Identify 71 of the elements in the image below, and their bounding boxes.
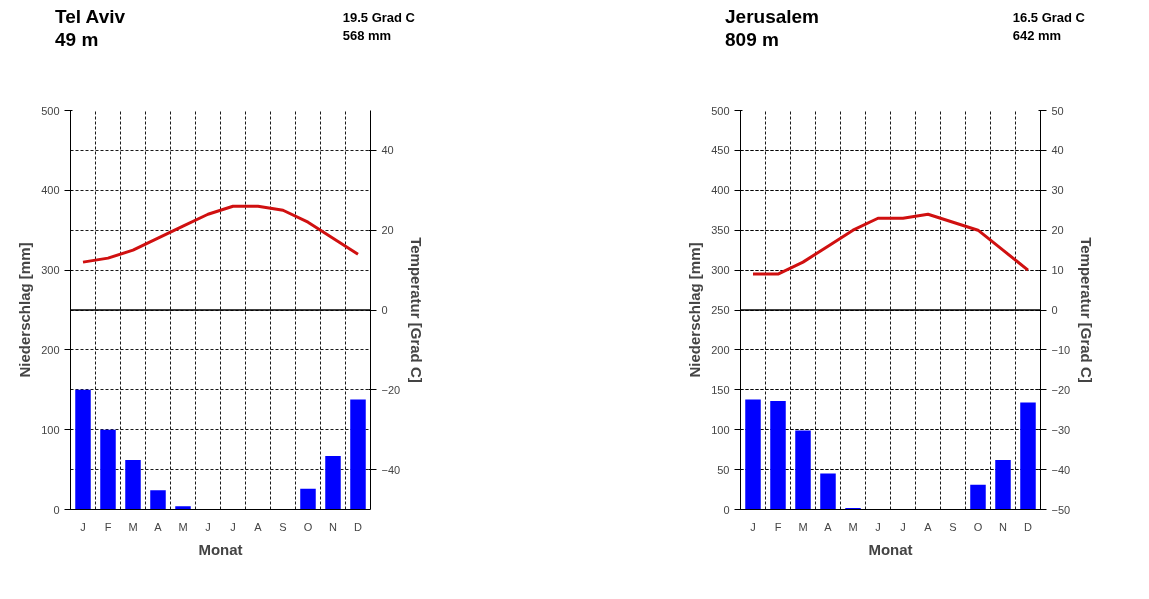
text: 568 mm [342, 28, 392, 43]
x-tick-label: A [824, 520, 833, 533]
x-tick-label: M [178, 520, 188, 533]
y2-tick-label: 0 [1051, 304, 1058, 316]
y2-tick-label: 20 [381, 224, 394, 237]
x-tick-label: D [354, 520, 363, 533]
text: 19.5 Grad C [342, 10, 415, 25]
x-tick-label: J [80, 520, 86, 533]
x-tick-label: F [104, 520, 112, 533]
x-tick-label: M [798, 520, 808, 533]
y-tick-label: 500 [41, 104, 60, 117]
y2-tick-label: 40 [381, 144, 394, 157]
x-tick-label: A [254, 520, 263, 533]
x-tick-label: A [154, 520, 163, 533]
x-tick-label: O [973, 520, 983, 533]
x-tick-label: J [900, 520, 906, 533]
y-tick-label: 500 [711, 104, 730, 117]
y-tick-label: 450 [711, 144, 730, 157]
y-tick-label: 200 [711, 343, 730, 356]
x-tick-label: N [329, 520, 338, 533]
text: 16.5 Grad C [1012, 10, 1085, 25]
x-tick-label: J [205, 520, 211, 533]
x-tick-label: M [128, 520, 138, 533]
x-axis-title: Monat [868, 540, 913, 558]
x-tick-label: J [875, 520, 881, 533]
chart-subtitle: 809 m [725, 29, 779, 50]
y2-tick-label: −20 [1051, 383, 1071, 396]
y-tick-label: 350 [711, 224, 730, 237]
y-tick-label: 100 [41, 423, 60, 436]
y-tick-label: 400 [711, 184, 730, 197]
y2-tick-label: −50 [1051, 503, 1071, 516]
x-tick-label: J [230, 520, 236, 533]
x-tick-label: N [999, 520, 1008, 533]
x-tick-label: S [949, 520, 957, 533]
y-tick-label: 100 [711, 423, 730, 436]
chart-title: Tel Aviv [55, 6, 126, 27]
y2-tick-label: −10 [1051, 343, 1071, 356]
y-tick-label: 0 [723, 503, 730, 516]
x-tick-label: S [279, 520, 287, 533]
y-tick-label: 300 [711, 264, 730, 277]
x-tick-label: M [848, 520, 858, 533]
y-tick-label: 0 [53, 503, 60, 516]
y-tick-label: 400 [41, 184, 60, 197]
y2-tick-label: −40 [381, 463, 401, 476]
y2-tick-label: 40 [1051, 144, 1064, 157]
y-tick-label: 250 [711, 304, 730, 316]
x-tick-label: F [774, 520, 782, 533]
x-tick-label: D [1024, 520, 1033, 533]
y2-axis-title: Temperatur [Grad C] [1078, 237, 1096, 383]
text: 642 mm [1012, 28, 1062, 43]
y2-tick-label: 10 [1051, 264, 1064, 277]
y2-tick-label: −20 [381, 383, 401, 396]
y-axis-title: Niederschlag [mm] [16, 242, 34, 378]
x-tick-label: A [924, 520, 933, 533]
y2-tick-label: 50 [1051, 104, 1064, 117]
y-tick-label: 150 [711, 383, 730, 396]
y2-axis-title: Temperatur [Grad C] [408, 237, 426, 383]
y-tick-label: 50 [717, 463, 730, 476]
x-tick-label: J [750, 520, 756, 533]
y2-tick-label: −30 [1051, 423, 1071, 436]
y-axis-title: Niederschlag [mm] [686, 242, 704, 378]
y-tick-label: 300 [41, 264, 60, 277]
x-tick-label: O [303, 520, 313, 533]
chart-title: Jerusalem [725, 6, 820, 27]
y2-tick-label: 0 [381, 304, 388, 316]
y2-tick-label: −40 [1051, 463, 1071, 476]
x-axis-title: Monat [198, 540, 243, 558]
y2-tick-label: 20 [1051, 224, 1064, 237]
chart-subtitle: 49 m [55, 29, 99, 50]
y2-tick-label: 30 [1051, 184, 1064, 197]
y-tick-label: 200 [41, 343, 60, 356]
